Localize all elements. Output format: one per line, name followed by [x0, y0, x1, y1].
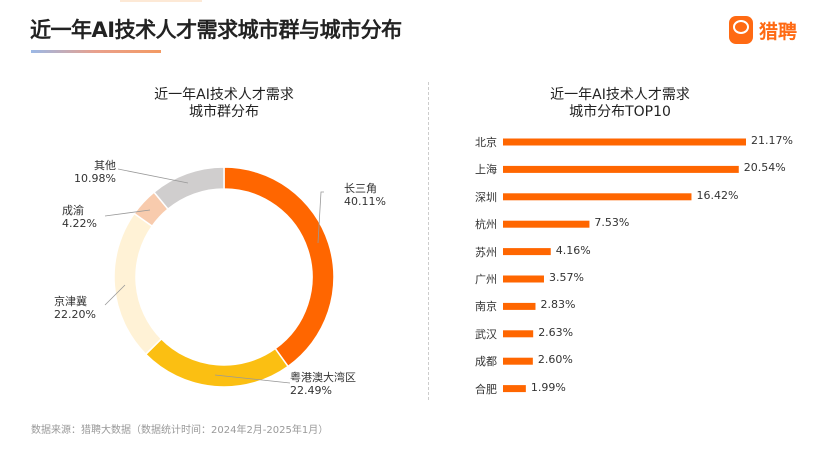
slice-label-jingjinji: 京津冀 22.20%	[54, 295, 96, 321]
bar-杭州	[503, 220, 590, 228]
donut-title-line2: 城市群分布	[189, 104, 259, 120]
bar-category-label: 广州	[475, 273, 497, 286]
donut-title-line1: 近一年AI技术人才需求	[154, 87, 294, 103]
bar-value-label: 7.53%	[594, 216, 630, 230]
donut-slice-2	[113, 212, 163, 356]
donut-slice-0	[223, 166, 335, 368]
bar-value-label: 4.16%	[555, 243, 591, 257]
title-underline	[31, 50, 161, 53]
slice-name: 其他	[93, 159, 116, 172]
slice-label-yuegangao: 粤港澳大湾区 22.49%	[290, 371, 356, 397]
slice-name: 京津冀	[54, 295, 87, 308]
bar-苏州	[503, 248, 551, 256]
page-title: 近一年AI技术人才需求城市群与城市分布	[30, 18, 402, 42]
bar-category-label: 深圳	[475, 190, 497, 204]
bar-武汉	[503, 330, 534, 338]
bar-成都	[503, 357, 533, 365]
bar-合肥	[503, 385, 526, 393]
slice-name: 长三角	[344, 182, 377, 195]
bar-value-label: 20.54%	[743, 161, 786, 175]
bar-category-label: 杭州	[475, 218, 497, 232]
leader-lines	[104, 168, 324, 384]
donut-chart	[113, 166, 335, 388]
slice-label-qita: 其他 10.98%	[74, 159, 116, 185]
bar-category-label: 武汉	[475, 327, 497, 341]
bar-广州	[503, 275, 544, 283]
bar-value-label: 3.57%	[548, 271, 584, 284]
bar-北京	[503, 138, 746, 146]
bar-category-label: 苏州	[475, 245, 497, 259]
slice-value: 10.98%	[74, 172, 116, 185]
bar-title-line1: 近一年AI技术人才需求	[550, 87, 690, 103]
donut-slice-1	[144, 337, 290, 388]
logo-text: 猎聘	[759, 20, 798, 43]
leader-line-yuegangao	[214, 374, 291, 384]
donut-slice-4	[152, 166, 225, 211]
bar-title-line2: 城市分布TOP10	[569, 104, 671, 120]
bar-category-label: 南京	[475, 300, 497, 314]
liepin-logo-icon	[729, 16, 753, 44]
bar-value-label: 16.42%	[696, 188, 739, 202]
bar-category-label: 成都	[475, 355, 497, 369]
bar-chart	[503, 138, 746, 393]
bar-title: 近一年AI技术人才需求 城市分布TOP10	[520, 87, 720, 121]
slice-label-changsanjiao: 长三角 40.11%	[344, 182, 386, 208]
top-accent	[120, 0, 202, 2]
donut-title: 近一年AI技术人才需求 城市群分布	[124, 87, 324, 121]
slice-name: 粤港澳大湾区	[290, 371, 356, 384]
bar-value-label: 2.83%	[540, 298, 576, 312]
bar-深圳	[503, 193, 692, 201]
bar-category-label: 合肥	[475, 382, 497, 396]
logo: 猎聘	[729, 16, 797, 44]
bar-上海	[503, 165, 739, 173]
slice-value: 22.20%	[54, 308, 96, 321]
leader-line-jingjinji	[104, 284, 126, 306]
bar-category-label: 北京	[475, 136, 497, 149]
slice-value: 4.22%	[62, 217, 97, 230]
divider	[428, 82, 429, 400]
slice-name: 成渝	[62, 204, 84, 217]
leader-line-changsanjiao	[317, 191, 324, 244]
bar-value-label: 21.17%	[751, 134, 793, 147]
bar-南京	[503, 302, 536, 310]
slice-value: 22.49%	[290, 384, 332, 397]
slice-value: 40.11%	[344, 195, 386, 208]
leader-line-qita	[117, 168, 189, 184]
slice-label-chengyu: 成渝 4.22%	[62, 204, 97, 230]
bar-value-label: 1.99%	[530, 380, 566, 394]
bar-value-label: 2.63%	[538, 325, 574, 339]
data-source: 数据来源：猎聘大数据（数据统计时间：2024年2月-2025年1月）	[31, 425, 329, 436]
leader-line-chengyu	[104, 209, 151, 217]
bar-value-label: 2.60%	[537, 353, 573, 367]
bar-category-label: 上海	[475, 163, 497, 177]
